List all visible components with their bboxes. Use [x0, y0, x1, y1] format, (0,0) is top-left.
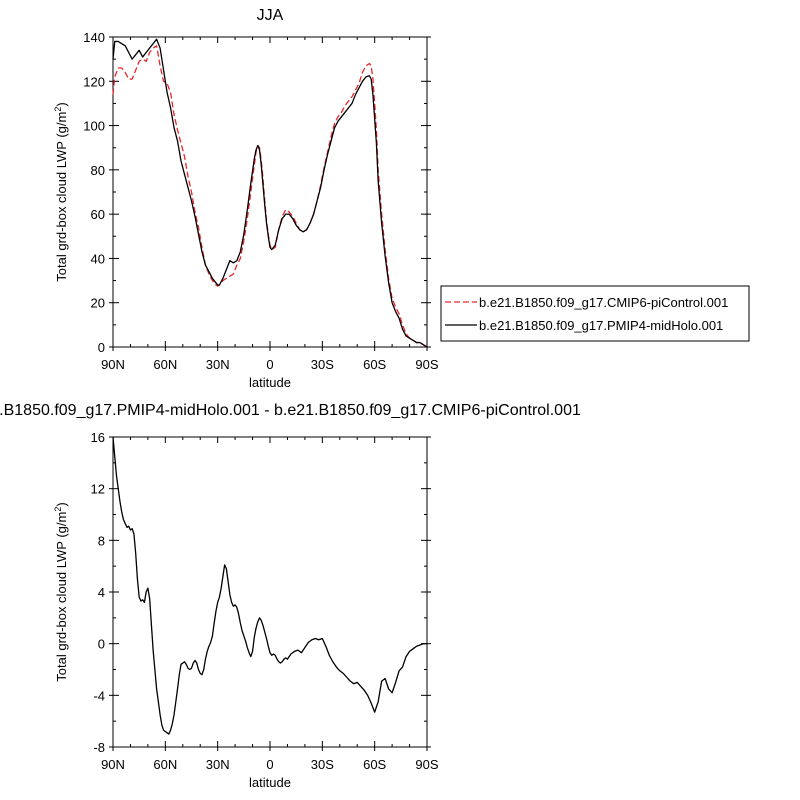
y-tick-label: 16 — [91, 430, 105, 445]
x-tick-label: 30S — [311, 357, 334, 372]
legend-box — [440, 285, 750, 342]
series-line-1 — [112, 436, 427, 735]
x-tick-label: 30N — [206, 757, 230, 772]
x-tick-label: 60N — [153, 757, 177, 772]
y-tick-label: 80 — [91, 163, 105, 178]
y-axis-label: Total grd-box cloud LWP (g/m2) — [53, 502, 69, 681]
legend: b.e21.B1850.f09_g17.CMIP6-piControl.001b… — [440, 285, 750, 342]
y-axis-label-sup: 2 — [53, 507, 63, 512]
x-tick-label: 30N — [206, 357, 230, 372]
plot-frame — [112, 36, 428, 348]
y-tick-label: 100 — [83, 119, 105, 134]
y-axis-label-main: Total grd-box cloud LWP (g/m — [54, 112, 69, 282]
y-tick-label: 0 — [98, 637, 105, 652]
y-axis-label-end: ) — [54, 102, 69, 106]
series-line-2 — [112, 38, 428, 348]
y-tick-label: -8 — [93, 740, 105, 755]
chart-title: b.e21.B1850.f09_g17.PMIP4-midHolo.001 - … — [0, 402, 581, 419]
chart-title: JJA — [257, 7, 284, 24]
y-tick-label: 60 — [91, 207, 105, 222]
legend-label-1: b.e21.B1850.f09_g17.CMIP6-piControl.001 — [479, 295, 728, 310]
y-axis-label-sup: 2 — [53, 107, 63, 112]
y-tick-label: 12 — [91, 482, 105, 497]
y-tick-label: 0 — [98, 340, 105, 355]
x-tick-label: 90S — [415, 357, 438, 372]
y-tick-label: 4 — [98, 585, 105, 600]
y-axis-label: Total grd-box cloud LWP (g/m2) — [53, 102, 69, 281]
y-tick-label: 8 — [98, 533, 105, 548]
chart-bottom-panel: b.e21.B1850.f09_g17.PMIP4-midHolo.001 - … — [0, 402, 581, 790]
x-axis-label: latitude — [249, 375, 291, 390]
y-tick-label: 120 — [83, 74, 105, 89]
legend-label-2: b.e21.B1850.f09_g17.PMIP4-midHolo.001 — [479, 318, 723, 333]
y-tick-label: 40 — [91, 251, 105, 266]
x-tick-label: 0 — [266, 757, 273, 772]
plot-frame — [112, 436, 428, 748]
x-tick-label: 30S — [311, 757, 334, 772]
x-tick-label: 90N — [101, 757, 125, 772]
y-axis-label-end: ) — [54, 502, 69, 506]
x-tick-label: 60S — [363, 357, 386, 372]
x-tick-label: 90N — [101, 357, 125, 372]
chart-top-panel: JJA 90N 60N 30N 0 30S 60S 90S 0 20 40 60 80 100 120 140… — [53, 7, 439, 390]
x-tick-label: 60S — [363, 757, 386, 772]
y-tick-label: -4 — [93, 688, 105, 703]
y-tick-label: 140 — [83, 30, 105, 45]
y-axis-label-main: Total grd-box cloud LWP (g/m — [54, 512, 69, 682]
x-axis-label: latitude — [249, 775, 291, 790]
x-tick-label: 0 — [266, 357, 273, 372]
x-tick-label: 60N — [153, 357, 177, 372]
y-tick-label: 20 — [91, 296, 105, 311]
x-tick-label: 90S — [415, 757, 438, 772]
